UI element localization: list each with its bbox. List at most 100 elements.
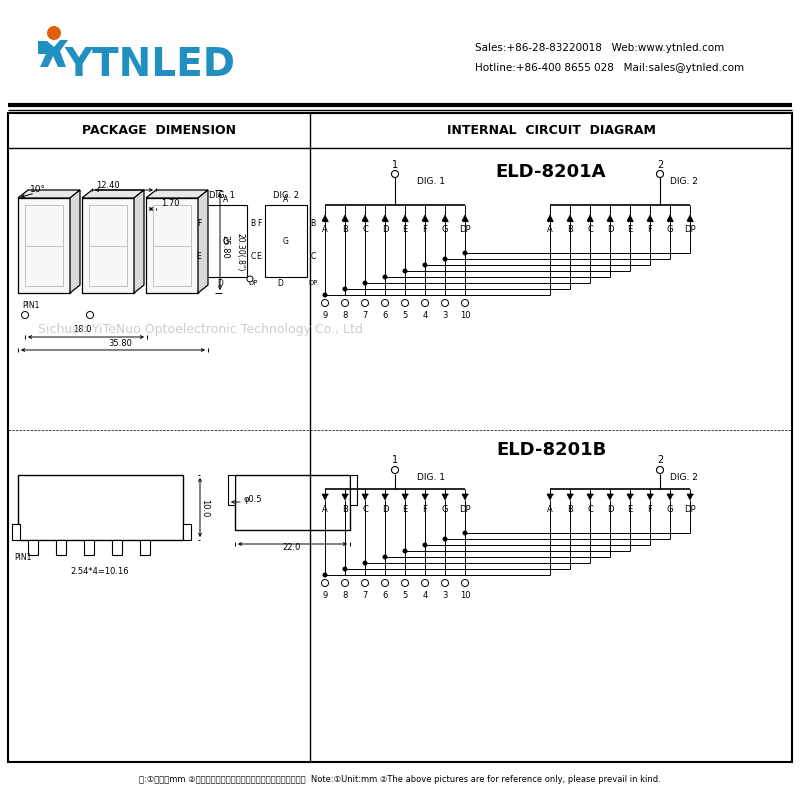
Polygon shape — [647, 215, 653, 221]
Text: G: G — [442, 225, 448, 234]
Polygon shape — [402, 215, 408, 221]
Text: 5: 5 — [402, 590, 408, 599]
Text: D: D — [606, 506, 614, 514]
Text: 10: 10 — [460, 590, 470, 599]
Bar — [183, 524, 191, 540]
Text: G: G — [666, 225, 674, 234]
Polygon shape — [402, 494, 408, 500]
Text: Sichuan YiTeNuo Optoelectronic Technology Co., Ltd: Sichuan YiTeNuo Optoelectronic Technolog… — [38, 323, 362, 337]
Circle shape — [22, 311, 29, 318]
Text: A: A — [547, 225, 553, 234]
Text: D: D — [606, 225, 614, 234]
Polygon shape — [146, 198, 198, 293]
Text: DIG. 1: DIG. 1 — [417, 177, 445, 186]
Circle shape — [322, 579, 329, 586]
Text: ELD-8201B: ELD-8201B — [496, 441, 606, 459]
Text: DIG. 1: DIG. 1 — [209, 190, 235, 199]
Text: Hotline:+86-400 8655 028   Mail:sales@ytnled.com: Hotline:+86-400 8655 028 Mail:sales@ytnl… — [475, 63, 744, 73]
Bar — [56, 540, 66, 555]
Polygon shape — [362, 215, 368, 221]
Polygon shape — [627, 494, 633, 500]
Circle shape — [422, 542, 427, 547]
Circle shape — [442, 257, 447, 262]
Text: 1.70: 1.70 — [161, 199, 179, 209]
Text: Sales:+86-28-83220018   Web:www.ytnled.com: Sales:+86-28-83220018 Web:www.ytnled.com — [475, 43, 724, 53]
Text: 2.54*4=10.16: 2.54*4=10.16 — [70, 567, 130, 577]
Polygon shape — [627, 215, 633, 221]
Polygon shape — [547, 494, 553, 500]
Polygon shape — [18, 198, 70, 293]
Bar — [18, 475, 183, 540]
Polygon shape — [322, 494, 328, 500]
Circle shape — [362, 561, 367, 566]
Polygon shape — [567, 494, 573, 500]
Text: D: D — [277, 278, 282, 287]
Text: PACKAGE  DIMENSION: PACKAGE DIMENSION — [82, 123, 236, 137]
Text: B: B — [342, 506, 348, 514]
Polygon shape — [442, 215, 448, 221]
Text: 22.0: 22.0 — [283, 543, 301, 553]
Polygon shape — [146, 190, 208, 198]
Text: C: C — [250, 252, 256, 262]
Circle shape — [382, 299, 389, 306]
Circle shape — [442, 537, 447, 542]
Text: C: C — [362, 506, 368, 514]
Text: 注:①单位：mm ②以上图形、尺寸、原理仅供参考，请以实物为准。  Note:①Unit:mm ②The above pictures are for refe: 注:①单位：mm ②以上图形、尺寸、原理仅供参考，请以实物为准。 Note:①U… — [139, 775, 661, 785]
Text: 2: 2 — [657, 160, 663, 170]
Polygon shape — [547, 215, 553, 221]
Text: 6: 6 — [382, 590, 388, 599]
Polygon shape — [82, 198, 134, 293]
Bar — [235, 475, 350, 530]
Circle shape — [442, 299, 449, 306]
Text: F: F — [422, 506, 427, 514]
Text: DP: DP — [684, 225, 696, 234]
Text: F: F — [257, 218, 261, 227]
Bar — [228, 475, 235, 505]
Polygon shape — [198, 190, 208, 293]
Text: F: F — [647, 506, 653, 514]
Polygon shape — [587, 494, 593, 500]
Polygon shape — [462, 494, 468, 500]
Bar — [12, 524, 20, 540]
Polygon shape — [462, 215, 468, 221]
Polygon shape — [607, 494, 613, 500]
Circle shape — [391, 170, 398, 178]
Text: 10: 10 — [460, 310, 470, 319]
Circle shape — [402, 579, 409, 586]
Text: INTERNAL  CIRCUIT  DIAGRAM: INTERNAL CIRCUIT DIAGRAM — [446, 123, 655, 137]
Text: G: G — [283, 237, 289, 246]
Text: B: B — [342, 225, 348, 234]
Text: 6: 6 — [382, 310, 388, 319]
Polygon shape — [422, 215, 428, 221]
Circle shape — [462, 579, 469, 586]
Polygon shape — [647, 494, 653, 500]
Circle shape — [322, 299, 329, 306]
Text: 9: 9 — [322, 590, 328, 599]
Bar — [8, 113, 792, 762]
Text: C: C — [587, 506, 593, 514]
Circle shape — [402, 299, 409, 306]
Circle shape — [362, 579, 369, 586]
Text: D: D — [217, 278, 222, 287]
Circle shape — [462, 530, 467, 535]
Text: DIG. 2: DIG. 2 — [273, 190, 299, 199]
Text: 2: 2 — [657, 455, 663, 465]
Polygon shape — [382, 215, 388, 221]
Polygon shape — [82, 190, 144, 198]
Circle shape — [342, 566, 347, 571]
Circle shape — [362, 281, 367, 286]
Text: DP: DP — [308, 280, 318, 286]
Text: DIG. 1: DIG. 1 — [417, 473, 445, 482]
Bar — [140, 540, 150, 555]
Text: C: C — [587, 225, 593, 234]
Text: PIN1: PIN1 — [22, 301, 39, 310]
Text: B: B — [567, 506, 573, 514]
Text: E: E — [627, 506, 633, 514]
Circle shape — [462, 299, 469, 306]
Text: A: A — [322, 225, 328, 234]
Text: E: E — [627, 225, 633, 234]
Text: F: F — [422, 225, 427, 234]
Polygon shape — [38, 40, 68, 67]
Circle shape — [342, 299, 349, 306]
Circle shape — [657, 170, 663, 178]
